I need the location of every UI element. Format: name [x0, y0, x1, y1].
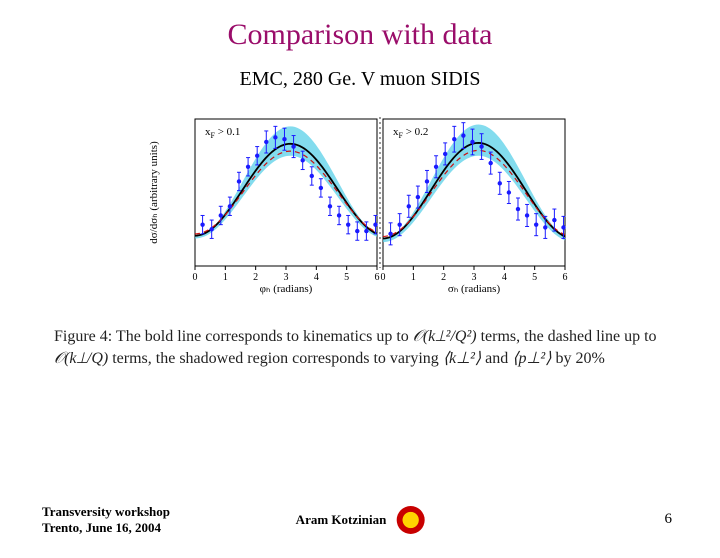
svg-text:4: 4	[314, 272, 319, 283]
chart-area: dσ/dσₕ (arbitrary units) 0 1 2 3 4 5 6 xF > 0.1 φ…	[0, 111, 720, 296]
caption-term1: 𝒪(k⊥²/Q²)	[413, 328, 477, 345]
svg-text:σₕ (radians): σₕ (radians)	[448, 283, 501, 295]
svg-text:6: 6	[375, 272, 380, 283]
svg-text:2: 2	[253, 272, 258, 283]
caption-suffix: by 20%	[555, 350, 604, 367]
caption-mid2: terms, the shadowed region corresponds t…	[112, 350, 443, 367]
svg-text:xF > 0.2: xF > 0.2	[393, 126, 428, 140]
svg-text:4: 4	[502, 272, 507, 283]
chart-svg: dσ/dσₕ (arbitrary units) 0 1 2 3 4 5 6 xF > 0.1 φ…	[145, 111, 575, 296]
svg-text:dσ/dσₕ (arbitrary units): dσ/dσₕ (arbitrary units)	[148, 141, 160, 244]
caption-mid1: terms, the dashed line up to	[481, 328, 657, 345]
footer-author: Aram Kotzinian	[296, 512, 387, 528]
svg-text:1: 1	[223, 272, 228, 283]
svg-text:3: 3	[472, 272, 477, 283]
svg-text:5: 5	[344, 272, 349, 283]
footer-pagenum: 6	[665, 511, 673, 528]
svg-text:1: 1	[411, 272, 416, 283]
svg-text:φₕ (radians): φₕ (radians)	[260, 283, 313, 295]
slide-title: Comparison with data	[0, 18, 720, 52]
slide-subtitle: EMC, 280 Ge. V muon SIDIS	[0, 68, 720, 91]
svg-text:6: 6	[563, 272, 568, 283]
compass-logo-icon	[396, 506, 424, 534]
slide-footer: Transversity workshop Trento, June 16, 2…	[0, 504, 720, 537]
caption-term2: 𝒪(k⊥/Q)	[54, 350, 108, 367]
svg-text:0: 0	[193, 272, 198, 283]
caption-term4: ⟨p⊥²⟩	[512, 350, 551, 367]
caption-term3: ⟨k⊥²⟩	[443, 350, 481, 367]
footer-date: Trento, June 16, 2004	[42, 520, 170, 536]
footer-center: Aram Kotzinian	[296, 506, 425, 534]
svg-text:5: 5	[532, 272, 537, 283]
caption-mid3: and	[485, 350, 512, 367]
svg-text:3: 3	[284, 272, 289, 283]
caption-prefix: Figure 4: The bold line corresponds to k…	[54, 328, 413, 345]
footer-workshop: Transversity workshop	[42, 504, 170, 520]
svg-text:0: 0	[381, 272, 386, 283]
svg-text:xF > 0.1: xF > 0.1	[205, 126, 240, 140]
figure-caption: Figure 4: The bold line corresponds to k…	[54, 326, 666, 369]
svg-text:2: 2	[441, 272, 446, 283]
footer-left: Transversity workshop Trento, June 16, 2…	[42, 504, 170, 537]
